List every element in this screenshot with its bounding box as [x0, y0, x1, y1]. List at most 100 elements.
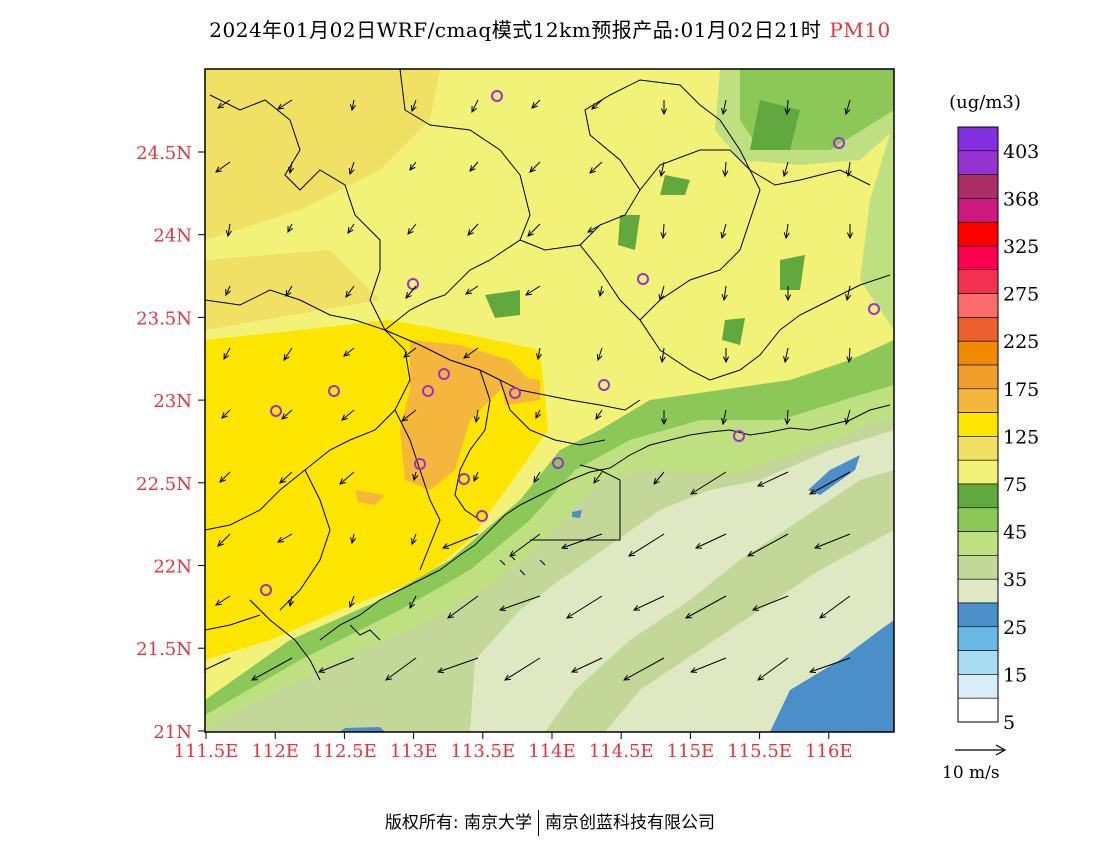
colorbar-swatch	[957, 198, 999, 223]
wind-arrow	[846, 285, 851, 301]
wind-arrow	[845, 99, 851, 115]
wind-arrow	[509, 533, 541, 557]
wind-arrow	[411, 533, 417, 545]
wind-arrow	[447, 595, 479, 619]
lon-label: 111.5E	[174, 741, 239, 762]
colorbar-label: 325	[1003, 236, 1039, 258]
wind-arrow	[628, 533, 665, 557]
lon-label: 113E	[390, 741, 438, 762]
wind-arrow-head	[498, 605, 507, 612]
wind-arrow-head	[531, 102, 538, 109]
wind-arrow	[407, 223, 417, 235]
colorbar-label: 368	[1003, 188, 1039, 210]
wind-arrow	[589, 161, 603, 174]
wind-arrow	[277, 99, 293, 110]
wind-arrow	[690, 471, 727, 495]
wind-arrow-head	[813, 543, 822, 549]
wind-arrow-head	[783, 232, 790, 240]
wind-arrow-head	[409, 601, 416, 610]
wind-arrow	[205, 657, 231, 671]
colorbar-swatch	[957, 674, 999, 699]
wind-arrow	[529, 161, 541, 173]
wind-arrow-head	[746, 550, 755, 557]
colorbar-label: 5	[1003, 712, 1015, 734]
wind-arrow-head	[279, 477, 286, 484]
colorbar-label: 15	[1003, 664, 1027, 686]
colorbar-swatch	[957, 245, 999, 271]
wind-arrow	[722, 409, 727, 425]
colorbar-swatch	[957, 578, 999, 604]
wind-arrow	[349, 161, 355, 175]
wind-arrow	[225, 285, 231, 296]
wind-arrow-head	[784, 418, 791, 426]
wind-arrow-head	[217, 540, 224, 547]
wind-arrow-head	[808, 488, 817, 495]
station-marker	[414, 458, 426, 470]
wind-arrow	[623, 657, 665, 681]
zone-small-175	[355, 490, 385, 505]
wind-arrow-head	[756, 481, 765, 487]
colorbar-label: 75	[1003, 474, 1027, 496]
wind-arrow	[633, 595, 665, 611]
lat-label: 22.5N	[136, 474, 192, 495]
zone-east-green	[860, 120, 894, 330]
wind-arrow	[471, 99, 479, 113]
colorbar-swatch	[957, 221, 999, 247]
wind-arrow-head	[277, 536, 285, 543]
wind-arrow-head	[566, 612, 574, 619]
lat-label: 21N	[153, 722, 192, 743]
wind-arrow-head	[721, 108, 728, 116]
wind-arrow-head	[285, 289, 292, 297]
lat-label: 24N	[153, 226, 192, 247]
wind-arrow	[747, 533, 789, 557]
zone-west-mid	[205, 250, 380, 330]
wind-arrow	[287, 223, 293, 233]
wind-arrow	[786, 409, 789, 425]
wind-arrow-head	[784, 108, 791, 116]
wind-arrow	[659, 285, 665, 301]
coastline	[319, 404, 891, 641]
wind-arrow-head	[215, 166, 222, 173]
wind-arrow-head	[722, 356, 730, 364]
wind-arrow-head	[632, 605, 641, 611]
wind-arrow-head	[411, 537, 417, 546]
colorbar-swatch	[957, 626, 999, 651]
colorbar-swatch	[957, 436, 999, 461]
wind-arrow	[527, 223, 541, 237]
wind-arrow-head	[281, 413, 288, 420]
wind-arrow-head	[589, 167, 596, 174]
lat-label: 22N	[153, 557, 192, 578]
wind-arrow-head	[587, 226, 595, 233]
wind-arrow	[785, 223, 789, 239]
wind-arrow-head	[659, 356, 666, 364]
map-title: 2024年01月02日WRF/cmaq模式12km预报产品:01月02日21时 P…	[0, 14, 1100, 43]
wind-arrow-head	[219, 476, 226, 483]
wind-arrow-head	[471, 105, 478, 114]
wind-arrow-head	[808, 667, 817, 674]
wind-arrow	[504, 657, 541, 681]
wind-arrow	[722, 99, 727, 115]
wind-arrow	[685, 595, 727, 619]
wind-arrow	[723, 285, 727, 301]
patch-45-c	[660, 175, 690, 195]
wind-arrow-head	[560, 543, 569, 550]
colorbar-swatch	[957, 126, 999, 152]
lon-label: 115.5E	[727, 741, 792, 762]
wind-arrow-head	[473, 474, 479, 483]
wind-arrow-head	[350, 537, 357, 545]
wind-arrow	[653, 471, 665, 485]
wind-arrow-head	[467, 229, 474, 236]
wind-arrow-head	[441, 543, 450, 549]
wind-arrow	[351, 533, 355, 544]
title-variable: PM10	[829, 18, 891, 42]
colorbar-swatch	[957, 459, 999, 485]
wind-arrow-head	[509, 550, 516, 557]
colorbar-swatch	[957, 483, 999, 509]
wind-arrow	[809, 657, 851, 673]
wind-arrow-head	[591, 103, 598, 110]
wind-arrow-head	[348, 600, 355, 609]
wind-arrow	[221, 409, 231, 419]
wind-arrow	[405, 285, 417, 299]
colorbar-swatch	[957, 150, 999, 175]
wind-arrow	[409, 595, 417, 609]
